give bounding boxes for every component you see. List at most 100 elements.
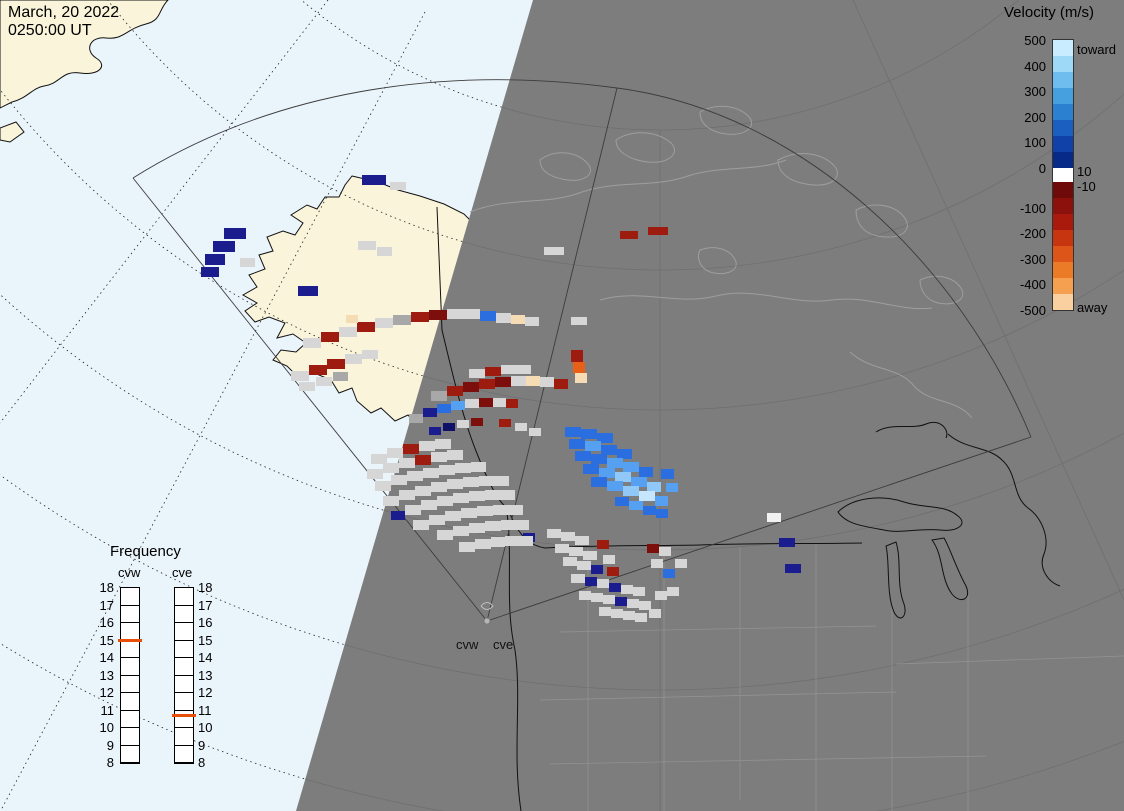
radar-data-cell	[597, 433, 613, 443]
radar-data-cell	[415, 486, 431, 496]
radar-data-cell	[431, 452, 447, 462]
radar-data-cell	[607, 567, 619, 576]
date-text: March, 20 2022	[8, 4, 120, 21]
radar-data-cell	[591, 565, 603, 574]
radar-data-cell	[453, 493, 469, 503]
radar-data-cell	[383, 463, 399, 473]
radar-data-cell	[367, 469, 383, 479]
radar-data-cell	[603, 595, 615, 604]
frequency-cell	[175, 606, 193, 623]
coastline-island	[615, 132, 675, 163]
radar-data-cell	[547, 529, 561, 538]
radar-data-cell	[439, 465, 455, 475]
radar-data-cell	[240, 258, 255, 267]
radar-data-cell	[651, 559, 663, 568]
radar-data-cell	[431, 391, 447, 401]
toward-label: toward	[1077, 42, 1117, 57]
frequency-cell	[175, 588, 193, 606]
velocity-tick-label: -500	[1019, 303, 1046, 318]
radar-data-cell	[581, 429, 597, 439]
radar-data-cell	[423, 408, 437, 417]
radar-data-cell	[421, 500, 437, 510]
border-line	[895, 655, 1124, 665]
radar-data-cell	[445, 511, 461, 521]
radar-data-cell	[213, 241, 235, 252]
radar-data-cell	[201, 267, 219, 277]
radar-data-cell	[611, 609, 623, 618]
radar-data-cell	[485, 490, 501, 500]
radar-data-cell	[437, 530, 453, 540]
radar-data-cell	[509, 505, 523, 515]
radar-data-cell	[447, 309, 464, 319]
colorbar-segment	[1053, 88, 1073, 104]
radar-data-cell	[291, 371, 309, 381]
threshold-pos-label: 10	[1077, 164, 1092, 179]
radar-data-cell	[358, 241, 376, 250]
radar-data-cell	[443, 423, 455, 431]
radar-data-cell	[599, 607, 611, 616]
fov-outer-arc	[132, 79, 1032, 438]
radar-data-cell	[525, 317, 539, 326]
frequency-tick-label: 18	[198, 580, 213, 595]
frequency-cell	[121, 606, 139, 623]
velocity-tick-label: -300	[1019, 251, 1046, 267]
radar-label-east: cve	[493, 637, 513, 652]
radar-data-cell	[585, 577, 597, 586]
frequency-cell	[121, 658, 139, 676]
radar-data-cell	[663, 569, 675, 578]
radar-data-cell	[429, 310, 447, 320]
radar-data-cell	[495, 476, 509, 486]
colorbar-segment	[1053, 294, 1073, 310]
radar-site-marker	[483, 617, 491, 625]
radar-data-cell	[485, 521, 501, 531]
radar-data-cell	[485, 367, 501, 376]
radar-data-cell	[403, 444, 419, 454]
radar-data-cell	[647, 482, 661, 492]
radar-data-cell	[399, 490, 415, 500]
nightside-region	[296, 0, 1124, 811]
radar-data-cell	[393, 315, 411, 325]
colorbar-segment	[1053, 120, 1073, 136]
radar-data-cell	[413, 520, 429, 530]
velocity-legend-title: Velocity (m/s)	[1004, 4, 1095, 21]
radar-data-cell	[597, 579, 609, 588]
radar-data-cell	[475, 539, 491, 549]
radar-data-cell	[469, 369, 485, 378]
radar-data-cell	[571, 350, 583, 362]
radar-data-cell	[362, 175, 386, 185]
colorbar-segment	[1053, 262, 1073, 278]
frequency-gauge-cve	[172, 587, 196, 764]
frequency-cell	[121, 676, 139, 693]
radar-data-cell	[457, 420, 469, 428]
frequency-cell	[121, 711, 139, 728]
colorbar-segment	[1053, 214, 1073, 230]
nightside-coastlines	[469, 105, 973, 419]
lake-michigan	[885, 541, 906, 619]
radar-data-cell	[561, 532, 575, 541]
radar-data-cell	[495, 377, 511, 387]
colorbar-segment	[1053, 168, 1073, 182]
colorbar-segment	[1053, 40, 1073, 56]
velocity-colorbar	[1052, 39, 1074, 311]
frequency-cell	[121, 588, 139, 606]
radar-data-cell	[785, 564, 801, 573]
radar-data-cell	[639, 467, 653, 477]
radar-data-cell	[505, 536, 519, 546]
radar-data-cell	[635, 613, 647, 622]
radar-data-cell	[390, 182, 406, 190]
away-label: away	[1077, 300, 1108, 315]
coastline-hudson	[849, 351, 973, 419]
radar-data-cell	[661, 469, 674, 479]
radar-data-cell	[387, 448, 403, 458]
colorbar-segment	[1053, 278, 1073, 294]
frequency-tick-label: 16	[99, 615, 114, 630]
radar-data-cell	[377, 247, 392, 256]
frequency-cell	[175, 641, 193, 658]
coastline-island	[777, 153, 838, 186]
velocity-tick-label: -200	[1019, 226, 1046, 242]
frequency-cell	[121, 641, 139, 658]
velocity-tick-label: 100	[1024, 135, 1046, 151]
frequency-tick-label: 17	[99, 597, 114, 613]
frequency-cell	[175, 728, 193, 746]
